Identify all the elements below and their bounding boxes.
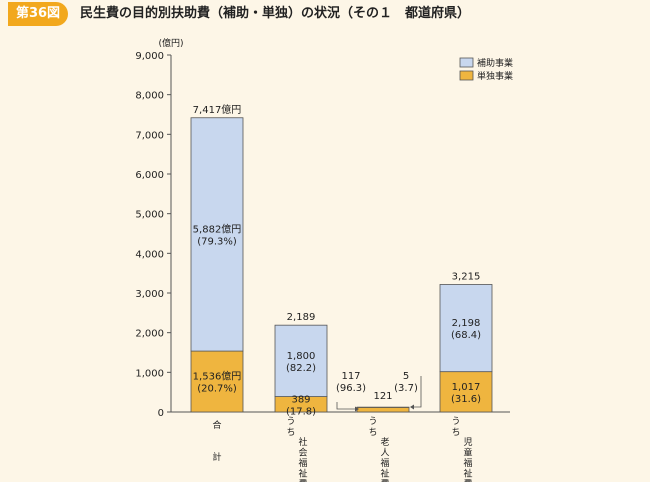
figure-label: 第36図 xyxy=(8,2,68,26)
segment-label-independent: 389 xyxy=(291,394,310,405)
legend-label: 単独事業 xyxy=(477,70,513,82)
y-tick-label: 5,000 xyxy=(135,210,164,221)
category-label: 福 xyxy=(298,457,307,469)
y-tick-label: 1,000 xyxy=(135,368,164,379)
total-label: 3,215 xyxy=(452,271,481,282)
header: 第36図 民生費の目的別扶助費（補助・単独）の状況（その１ 都道府県） xyxy=(0,0,650,30)
category-label: ち xyxy=(451,427,460,438)
bar-subsidized xyxy=(439,284,493,373)
category-label: 児 xyxy=(463,437,472,448)
bar-subsidized xyxy=(274,324,328,397)
segment-label-independent: (31.6) xyxy=(451,394,481,405)
segment-label-independent: 117 xyxy=(341,371,360,382)
category-label: 祉 xyxy=(298,469,307,480)
y-tick-label: 2,000 xyxy=(135,329,164,340)
category-label: 老 xyxy=(380,436,389,448)
category-label: 福 xyxy=(380,457,389,469)
callout-leader xyxy=(336,402,355,410)
category-label: ち xyxy=(286,427,295,438)
category-label: 費 xyxy=(380,478,389,482)
segment-label-subsidized: (82.2) xyxy=(286,363,316,374)
segment-label-independent: (20.7%) xyxy=(197,384,237,395)
total-label: 7,417億円 xyxy=(193,103,242,116)
category-label: 費 xyxy=(463,478,472,482)
segment-label-subsidized: (68.4) xyxy=(451,330,481,341)
legend-label: 補助事業 xyxy=(477,57,513,69)
y-tick-label: 0 xyxy=(158,408,164,419)
category-label: 祉 xyxy=(380,469,389,480)
y-tick-label: 3,000 xyxy=(135,289,164,300)
category-label: 社 xyxy=(298,436,307,448)
segment-label-subsidized: 2,198 xyxy=(452,318,481,329)
callout-arrow xyxy=(410,404,414,410)
category-label: う xyxy=(368,416,377,427)
y-tick-label: 4,000 xyxy=(135,249,164,260)
bar-subsidized xyxy=(190,117,244,352)
total-label: 121 xyxy=(373,391,392,402)
figure-title: 民生費の目的別扶助費（補助・単独）の状況（その１ 都道府県） xyxy=(80,6,471,21)
callout-leader xyxy=(414,376,422,408)
segment-label-subsidized: 5,882億円 xyxy=(193,222,242,235)
bar-independent xyxy=(356,406,410,413)
y-tick-label: 8,000 xyxy=(135,91,164,102)
bar-independent xyxy=(439,371,493,413)
category-label: 人 xyxy=(380,448,389,459)
segment-label-independent: (96.3) xyxy=(336,383,366,394)
segment-label-subsidized: (3.7) xyxy=(394,383,418,394)
segment-label-independent: 1,017 xyxy=(452,382,481,393)
legend-swatch-independent xyxy=(459,70,474,81)
y-tick-label: 9,000 xyxy=(135,51,164,62)
category-label: 合 xyxy=(212,419,221,431)
y-tick-label: 7,000 xyxy=(135,130,164,141)
bar-independent xyxy=(190,350,244,413)
category-label: う xyxy=(286,416,295,427)
category-label: ち xyxy=(368,427,377,438)
legend-swatch-subsidized xyxy=(459,57,474,68)
callout-arrow xyxy=(355,406,359,412)
y-tick-label: 6,000 xyxy=(135,170,164,181)
segment-label-subsidized: (79.3%) xyxy=(197,236,237,247)
category-label: 童 xyxy=(463,447,472,459)
segment-label-subsidized: 1,800 xyxy=(287,351,316,362)
segment-label-independent: 1,536億円 xyxy=(193,370,242,383)
segment-label-subsidized: 5 xyxy=(403,371,409,382)
category-label: う xyxy=(451,416,460,427)
total-label: 2,189 xyxy=(287,312,316,323)
category-label: 福 xyxy=(463,457,472,469)
category-label: 計 xyxy=(212,451,221,463)
segment-label-independent: (17.8) xyxy=(286,406,316,417)
y-unit-label: (億円) xyxy=(158,37,183,49)
category-label: 会 xyxy=(298,447,307,459)
category-label: 祉 xyxy=(463,469,472,480)
category-label: 費 xyxy=(298,478,307,482)
